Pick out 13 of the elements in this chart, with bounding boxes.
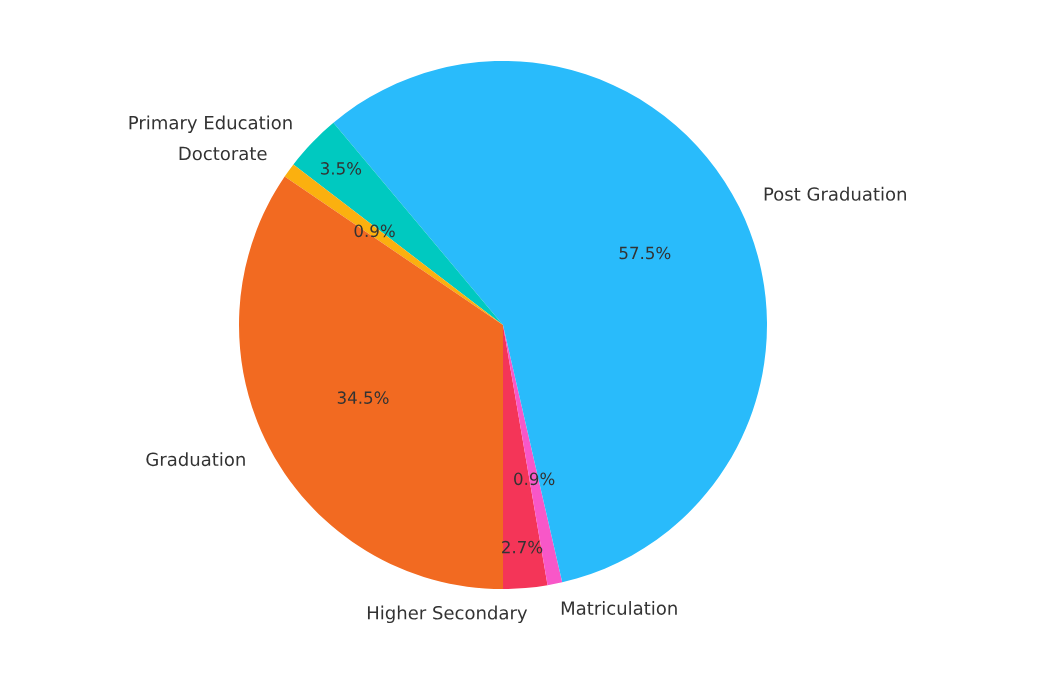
slice-label: Primary Education: [129, 115, 292, 133]
pie-slice: [503, 325, 563, 586]
pie-slice: [293, 122, 503, 325]
data-label: 0.9%: [514, 472, 555, 486]
slice-label: Higher Secondary: [367, 605, 528, 624]
slice-label: Matriculation: [561, 600, 677, 615]
slice-label: Graduation: [146, 452, 245, 467]
data-label: 3.5%: [320, 162, 362, 175]
data-label: 34.5%: [337, 391, 389, 404]
data-label: 57.5%: [619, 246, 671, 260]
slice-label: Doctorate: [179, 146, 267, 161]
slice-label: Post Graduation: [764, 186, 906, 201]
pie-slice: [284, 164, 503, 325]
